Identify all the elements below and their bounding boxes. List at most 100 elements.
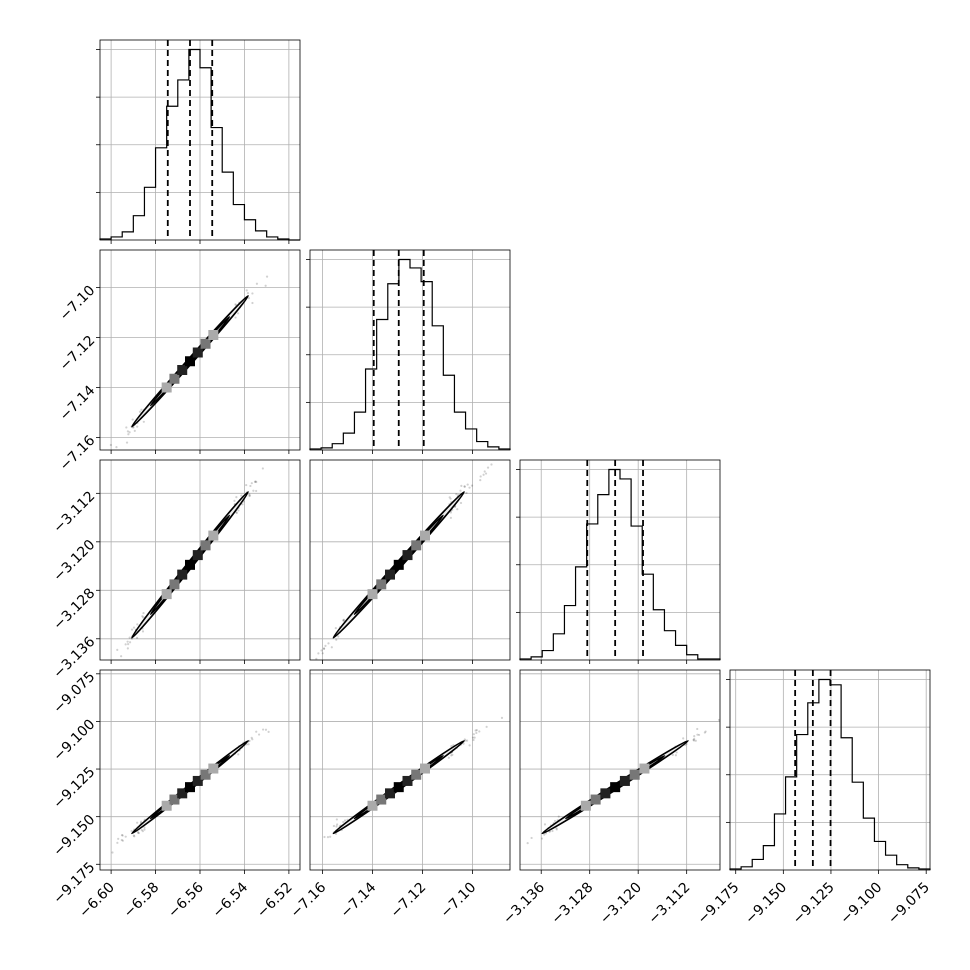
scatter-point xyxy=(459,501,463,505)
density-cell xyxy=(169,579,180,590)
scatter-point xyxy=(138,410,142,413)
density-cell xyxy=(420,530,430,541)
scatter-point xyxy=(128,641,132,644)
gridlines xyxy=(520,670,720,870)
density-cell xyxy=(169,794,180,805)
scatter-point xyxy=(255,480,258,484)
gridlines xyxy=(100,40,300,240)
scatter-point xyxy=(261,467,264,470)
x-tick-label: −6.58 xyxy=(121,880,163,922)
scatter-point xyxy=(329,835,332,838)
scatter-point xyxy=(248,494,251,498)
scatter-point xyxy=(124,835,127,838)
scatter-point xyxy=(674,754,677,757)
x-tick-label: −9.175 xyxy=(695,880,743,928)
scatter-point xyxy=(696,727,699,731)
scatter-point xyxy=(697,733,701,737)
x-tick-label: −7.16 xyxy=(288,879,330,921)
scatter-point xyxy=(116,648,119,651)
scatter-point xyxy=(248,493,251,496)
scatter-point xyxy=(255,489,258,493)
gridlines xyxy=(310,670,510,870)
density-cell xyxy=(161,589,172,600)
scatter-point xyxy=(462,742,465,745)
density-cell xyxy=(376,579,387,590)
panel-3-0: −9.175−9.150−9.125−9.100−9.075−6.60 −6.58… xyxy=(50,669,301,922)
density-cell xyxy=(185,559,195,570)
scatter-point xyxy=(141,615,144,618)
scatter-point xyxy=(557,815,560,818)
scatter-point xyxy=(132,834,135,837)
y-tick-label: −3.120 xyxy=(50,537,98,585)
density-cell xyxy=(367,589,378,600)
scatter-point xyxy=(317,652,320,655)
scatter-point xyxy=(326,836,330,839)
scatter-point xyxy=(127,433,130,436)
scatter-point xyxy=(555,827,558,830)
scatter-point xyxy=(115,446,118,449)
scatter-point xyxy=(136,425,139,428)
scatter-point xyxy=(234,316,237,319)
density-cell xyxy=(385,569,395,580)
scatter-point xyxy=(133,835,136,838)
scatter-point xyxy=(109,443,112,447)
scatter-point xyxy=(473,736,476,739)
scatter-point xyxy=(322,647,326,650)
scatter-point xyxy=(128,431,131,434)
scatter-point xyxy=(141,830,144,833)
density-cell xyxy=(402,775,413,786)
scatter-point xyxy=(142,420,145,423)
x-tick-label: −7.10 xyxy=(438,880,480,922)
y-tick-label: −7.12 xyxy=(57,333,99,375)
scatter-point xyxy=(459,489,462,492)
scatter-point xyxy=(466,483,469,486)
x-tick-label: −3.120 xyxy=(597,880,645,928)
axes-frame xyxy=(309,249,511,451)
density-cell xyxy=(367,800,378,811)
scatter-point xyxy=(240,494,243,497)
scatter-point xyxy=(693,735,696,738)
density-cell xyxy=(192,347,203,358)
scatter-point xyxy=(265,275,269,278)
x-tick-label: −6.56 xyxy=(165,879,207,921)
scatter-point xyxy=(334,832,338,836)
scatter-point xyxy=(530,836,533,840)
x-tick-label: −3.136 xyxy=(500,879,548,927)
axes-frame xyxy=(519,669,721,871)
scatter-point xyxy=(675,751,678,754)
density-cell xyxy=(200,540,211,551)
scatter-point xyxy=(455,493,458,496)
scatter-point xyxy=(692,738,695,742)
scatter-point xyxy=(235,511,238,514)
scatter-point xyxy=(143,828,146,831)
scatter-point xyxy=(250,736,253,739)
scatter-point xyxy=(248,739,251,742)
x-tick-label: −6.54 xyxy=(210,879,252,921)
scatter-point xyxy=(247,297,251,300)
scatter-point xyxy=(124,643,127,646)
density-cell xyxy=(402,550,413,561)
scatter-point xyxy=(468,744,471,747)
density-cell xyxy=(411,540,422,551)
scatter-point xyxy=(245,289,248,292)
density-cell xyxy=(161,800,172,811)
scatter-point xyxy=(247,743,250,746)
gridlines xyxy=(100,250,300,450)
panel-2-0: −3.136−3.128−3.120−3.112 xyxy=(50,459,301,682)
panel-3-2: −3.136 −3.128 −3.120 −3.112 xyxy=(500,669,721,928)
scatter-point xyxy=(253,480,257,483)
scatter-point xyxy=(133,429,136,432)
scatter-point xyxy=(121,839,124,842)
scatter-point xyxy=(470,484,474,487)
scatter-point xyxy=(717,718,721,722)
scatter-point xyxy=(482,473,485,476)
scatter-point xyxy=(460,484,463,487)
x-tick-label: −7.12 xyxy=(388,880,430,922)
scatter-point xyxy=(252,489,255,492)
density-cell xyxy=(169,373,180,384)
scatter-point xyxy=(136,830,139,833)
x-tick-label: −9.075 xyxy=(885,880,933,928)
scatter-point xyxy=(553,819,557,823)
scatter-point xyxy=(472,733,475,736)
